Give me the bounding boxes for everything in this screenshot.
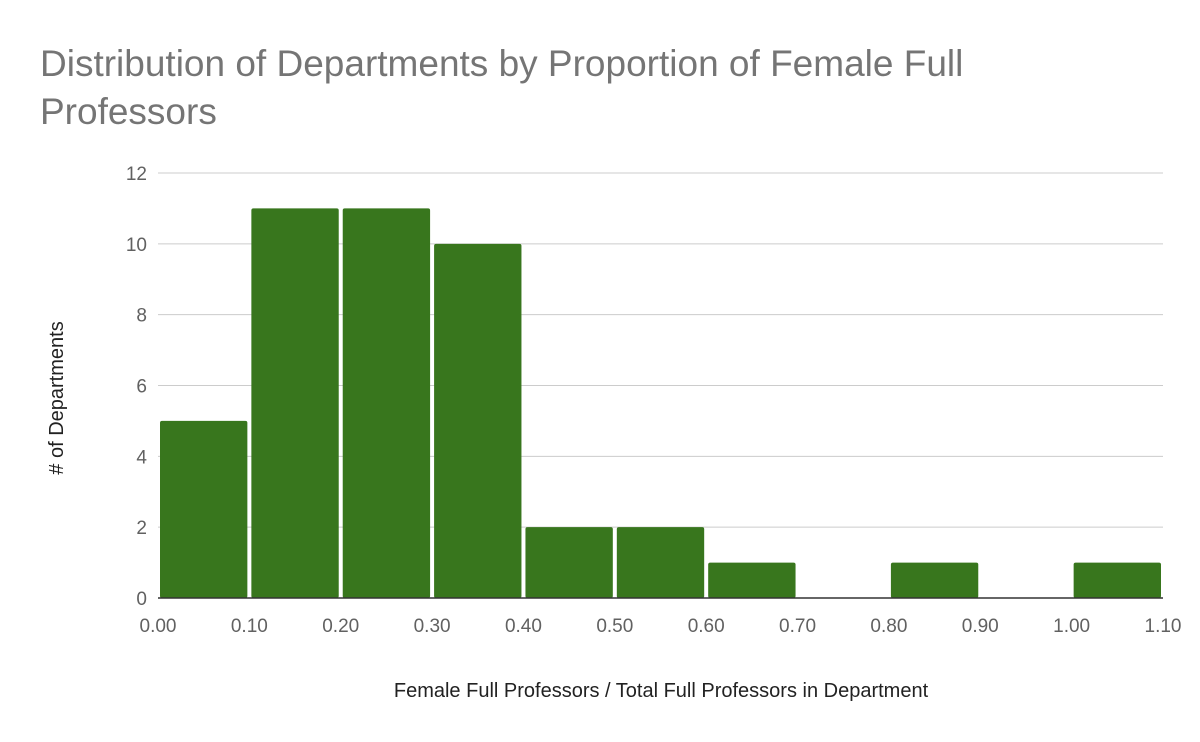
x-tick-label: 0.70 [779, 616, 816, 637]
y-tick-label: 6 [136, 377, 147, 398]
histogram-bar [251, 208, 339, 598]
histogram-bar [525, 527, 613, 598]
x-tick-label: 0.50 [596, 616, 633, 637]
y-tick-label: 2 [136, 518, 147, 539]
y-tick-label: 8 [136, 306, 147, 327]
y-tick-label: 0 [136, 589, 147, 610]
y-tick-label: 10 [126, 235, 147, 256]
x-tick-label: 0.30 [414, 616, 451, 637]
histogram-bar [708, 562, 796, 598]
y-axis-ticks: 0 2 4 6 8 10 12 [126, 164, 148, 610]
x-tick-label: 0.20 [322, 616, 359, 637]
histogram-bar [1073, 562, 1161, 598]
histogram-bar [160, 420, 248, 598]
x-tick-label: 1.00 [1053, 616, 1090, 637]
bars [160, 208, 1161, 599]
x-tick-label: 0.10 [231, 616, 268, 637]
histogram-bar [434, 243, 522, 599]
x-tick-label: 0.90 [962, 616, 999, 637]
y-tick-label: 12 [126, 164, 147, 185]
histogram-bar [616, 527, 705, 598]
x-tick-label: 0.40 [505, 616, 542, 637]
y-tick-label: 4 [136, 447, 147, 468]
x-axis-title: Female Full Professors / Total Full Prof… [394, 680, 929, 702]
x-tick-label: 0.80 [870, 616, 907, 637]
histogram-bar [890, 562, 979, 598]
x-tick-label: 0.60 [688, 616, 725, 637]
x-tick-label: 0.00 [140, 616, 177, 637]
x-axis-ticks: 0.00 0.10 0.20 0.30 0.40 0.50 0.60 0.70 0.80 0.90… [140, 616, 1182, 637]
chart-title: Distribution of Departments by Proportio… [40, 43, 964, 132]
y-axis-title: # of Departments [46, 321, 68, 474]
x-tick-label: 1.10 [1145, 616, 1182, 637]
histogram-bar [342, 208, 431, 598]
